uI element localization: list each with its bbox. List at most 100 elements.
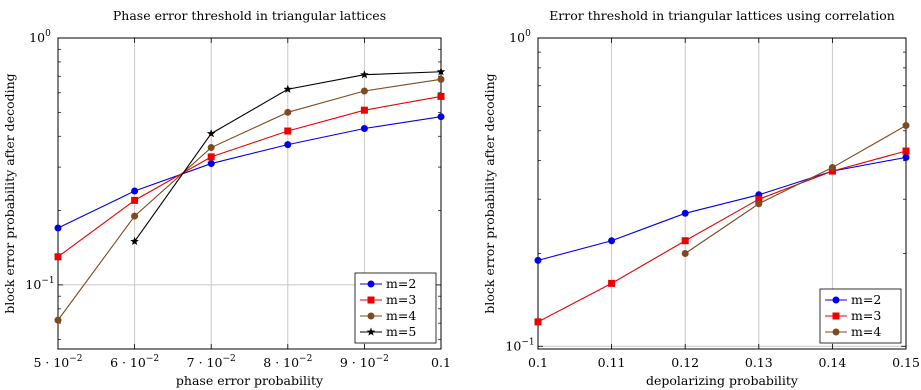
data-point bbox=[131, 196, 139, 204]
data-point bbox=[902, 153, 910, 161]
data-point bbox=[534, 256, 542, 264]
data-point bbox=[681, 237, 689, 245]
x-tick-label: 0.12 bbox=[671, 355, 699, 370]
x-tick-exponent: −2 bbox=[69, 354, 82, 364]
data-point bbox=[54, 316, 62, 324]
x-tick-label: 6 · 10−2 bbox=[110, 354, 159, 370]
axes-frame bbox=[537, 37, 907, 350]
y-tick-exponent: −1 bbox=[521, 337, 534, 347]
data-point bbox=[437, 92, 445, 100]
series-line bbox=[684, 125, 907, 254]
data-point bbox=[360, 124, 368, 132]
legend: m=2m=3m=4 bbox=[819, 288, 902, 344]
data-point bbox=[284, 141, 292, 149]
y-tick-exponent: 0 bbox=[525, 29, 531, 39]
data-point bbox=[130, 236, 139, 246]
x-tick-label: 0.14 bbox=[818, 355, 846, 370]
data-point bbox=[681, 209, 689, 217]
data-point bbox=[828, 167, 836, 175]
y-tick-label: 10−1 bbox=[25, 276, 54, 292]
x-tick-label: 0.11 bbox=[598, 355, 626, 370]
legend-label: m=5 bbox=[386, 324, 416, 339]
data-point bbox=[54, 224, 62, 232]
x-tick-exponent: −2 bbox=[146, 354, 159, 364]
y-tick-label: 10−1 bbox=[505, 337, 534, 353]
y-tick-exponent: 0 bbox=[45, 29, 51, 39]
series-m=4 bbox=[681, 122, 910, 257]
chart-title: Phase error threshold in triangular latt… bbox=[113, 8, 386, 23]
x-tick-exponent: −2 bbox=[376, 354, 389, 364]
x-tick-label: 0.15 bbox=[892, 355, 920, 370]
data-point bbox=[283, 84, 293, 93]
data-point bbox=[54, 253, 62, 261]
data-point bbox=[131, 187, 139, 195]
x-tick-label: 0.1 bbox=[431, 355, 451, 370]
legend-marker bbox=[367, 312, 375, 320]
chart-2: Error threshold in triangular lattices u… bbox=[482, 8, 920, 388]
series-line bbox=[57, 116, 442, 229]
data-point bbox=[534, 318, 542, 326]
chart-title: Error threshold in triangular lattices u… bbox=[549, 8, 895, 23]
chart-1: Phase error threshold in triangular latt… bbox=[2, 8, 451, 388]
data-point bbox=[608, 237, 616, 245]
legend-label: m=2 bbox=[851, 292, 881, 307]
data-point bbox=[284, 108, 292, 116]
legend-label: m=4 bbox=[851, 324, 881, 339]
series-m=3 bbox=[54, 92, 445, 261]
series-m=3 bbox=[534, 147, 910, 326]
y-tick-label: 100 bbox=[29, 29, 51, 45]
data-point bbox=[360, 106, 368, 114]
data-point bbox=[902, 147, 910, 155]
data-point bbox=[755, 195, 763, 203]
y-tick-label: 100 bbox=[509, 29, 531, 45]
series-line bbox=[537, 156, 907, 261]
y-tick-exponent: −1 bbox=[41, 276, 54, 286]
series-line bbox=[57, 95, 442, 258]
x-axis-label: phase error probability bbox=[176, 373, 324, 388]
axes-frame bbox=[57, 37, 442, 350]
data-point bbox=[284, 127, 292, 135]
legend-label: m=2 bbox=[386, 276, 416, 291]
x-tick-label: 9 · 10−2 bbox=[340, 354, 389, 370]
legend-marker bbox=[367, 296, 375, 304]
legend-label: m=3 bbox=[386, 292, 416, 307]
series-m=4 bbox=[54, 75, 445, 324]
data-point bbox=[207, 144, 215, 152]
series-m=2 bbox=[534, 153, 910, 264]
data-point bbox=[207, 153, 215, 161]
legend-label: m=3 bbox=[851, 308, 881, 323]
series-m=2 bbox=[54, 113, 445, 232]
data-point bbox=[608, 279, 616, 287]
legend: m=2m=3m=4m=5 bbox=[354, 272, 437, 344]
x-tick-exponent: −2 bbox=[299, 354, 312, 364]
x-tick-label: 7 · 10−2 bbox=[187, 354, 236, 370]
x-tick-label: 0.13 bbox=[745, 355, 773, 370]
data-point bbox=[360, 70, 369, 79]
series-line bbox=[57, 78, 442, 321]
data-point bbox=[207, 160, 215, 168]
data-point bbox=[131, 212, 139, 220]
x-tick-label: 5 · 10−2 bbox=[33, 354, 82, 370]
data-point bbox=[437, 113, 445, 121]
legend-label: m=4 bbox=[386, 308, 416, 323]
legend-marker bbox=[832, 296, 840, 304]
data-point bbox=[828, 164, 836, 172]
data-point bbox=[436, 67, 446, 76]
data-point bbox=[681, 249, 689, 257]
data-point bbox=[755, 200, 763, 208]
data-point bbox=[437, 75, 445, 83]
x-tick-exponent: −2 bbox=[222, 354, 235, 364]
data-point bbox=[902, 122, 910, 130]
data-point bbox=[206, 129, 216, 138]
x-tick-label: 0.1 bbox=[528, 355, 548, 370]
series-m=5 bbox=[130, 67, 446, 246]
legend-marker bbox=[832, 312, 840, 320]
x-tick-label: 8 · 10−2 bbox=[263, 354, 312, 370]
y-axis-label: block error probability after decoding bbox=[2, 73, 17, 313]
legend-marker bbox=[832, 328, 840, 336]
legend-marker bbox=[367, 280, 375, 288]
y-axis-label: block error probability after decoding bbox=[482, 73, 497, 313]
x-axis-label: depolarizing probability bbox=[646, 373, 799, 388]
legend-marker bbox=[366, 327, 376, 336]
